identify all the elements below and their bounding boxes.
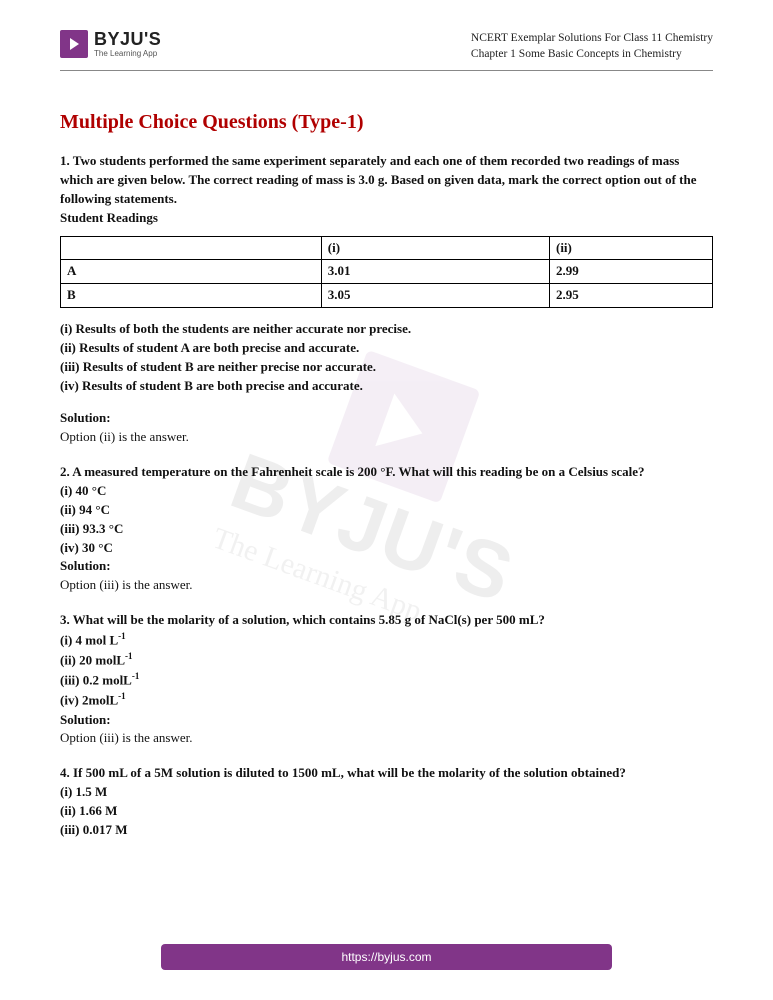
q1-option-iv: (iv) Results of student B are both preci…: [60, 377, 713, 396]
logo-badge-icon: [60, 30, 88, 58]
question-3: 3. What will be the molarity of a soluti…: [60, 611, 713, 748]
table-cell: B: [61, 284, 322, 308]
q1-readings-table: (i) (ii) A 3.01 2.99 B 3.05 2.95: [60, 236, 713, 309]
q3-option-iii: (iii) 0.2 molL-1: [60, 670, 713, 690]
q4-option-ii: (ii) 1.66 M: [60, 802, 713, 821]
q4-stem: 4. If 500 mL of a 5M solution is diluted…: [60, 764, 713, 783]
page-header: BYJU'S The Learning App NCERT Exemplar S…: [60, 30, 713, 71]
footer-url[interactable]: https://byjus.com: [161, 944, 611, 970]
q1-stem-tail: Student Readings: [60, 209, 713, 228]
q4-option-i: (i) 1.5 M: [60, 783, 713, 802]
document-meta: NCERT Exemplar Solutions For Class 11 Ch…: [471, 30, 713, 62]
q1-stem: 1. Two students performed the same exper…: [60, 152, 713, 209]
brand-name: BYJU'S: [94, 30, 161, 48]
q1-option-ii: (ii) Results of student A are both preci…: [60, 339, 713, 358]
q2-option-i: (i) 40 °C: [60, 482, 713, 501]
table-cell: (i): [321, 236, 549, 260]
section-title: Multiple Choice Questions (Type-1): [60, 111, 713, 134]
table-cell: 2.99: [549, 260, 712, 284]
brand-logo: BYJU'S The Learning App: [60, 30, 161, 58]
q3-solution-label: Solution:: [60, 711, 713, 730]
q2-option-iii: (iii) 93.3 °C: [60, 520, 713, 539]
q2-option-ii: (ii) 94 °C: [60, 501, 713, 520]
q2-stem: 2. A measured temperature on the Fahrenh…: [60, 463, 713, 482]
page-footer: https://byjus.com: [0, 944, 773, 970]
q3-solution-text: Option (iii) is the answer.: [60, 729, 713, 748]
doc-title-line2: Chapter 1 Some Basic Concepts in Chemist…: [471, 46, 713, 62]
table-cell: (ii): [549, 236, 712, 260]
q1-option-iii: (iii) Results of student B are neither p…: [60, 358, 713, 377]
q3-option-ii: (ii) 20 molL-1: [60, 650, 713, 670]
table-cell: A: [61, 260, 322, 284]
doc-title-line1: NCERT Exemplar Solutions For Class 11 Ch…: [471, 30, 713, 46]
q3-option-iv: (iv) 2molL-1: [60, 690, 713, 710]
q1-option-i: (i) Results of both the students are nei…: [60, 320, 713, 339]
q1-solution-text: Option (ii) is the answer.: [60, 428, 713, 447]
q2-option-iv: (iv) 30 °C: [60, 539, 713, 558]
table-cell: 2.95: [549, 284, 712, 308]
question-2: 2. A measured temperature on the Fahrenh…: [60, 463, 713, 595]
table-cell: 3.05: [321, 284, 549, 308]
question-4: 4. If 500 mL of a 5M solution is diluted…: [60, 764, 713, 839]
question-1: 1. Two students performed the same exper…: [60, 152, 713, 447]
table-cell: 3.01: [321, 260, 549, 284]
q1-solution-label: Solution:: [60, 409, 713, 428]
brand-tagline: The Learning App: [94, 50, 161, 58]
q2-solution-text: Option (iii) is the answer.: [60, 576, 713, 595]
q3-stem: 3. What will be the molarity of a soluti…: [60, 611, 713, 630]
q4-option-iii: (iii) 0.017 M: [60, 821, 713, 840]
table-cell: [61, 236, 322, 260]
q3-option-i: (i) 4 mol L-1: [60, 630, 713, 650]
q2-solution-label: Solution:: [60, 557, 713, 576]
